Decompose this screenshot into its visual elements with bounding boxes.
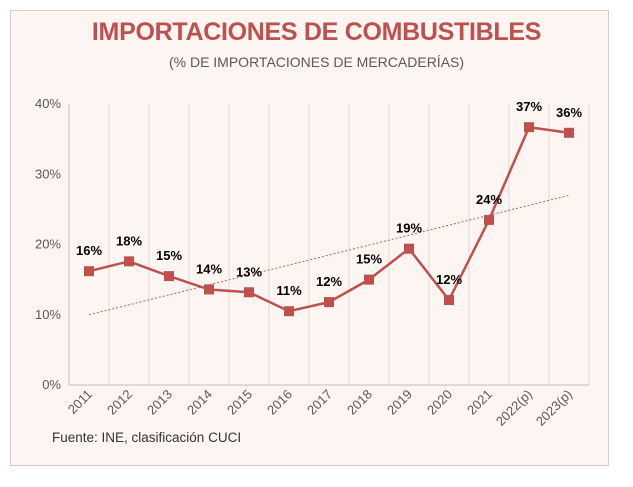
data-label: 37% <box>516 99 542 114</box>
data-label: 11% <box>276 283 302 298</box>
data-point <box>404 243 414 254</box>
x-tick-label: 2020 <box>424 387 455 418</box>
data-label: 18% <box>116 233 142 248</box>
chart-title: IMPORTACIONES DE COMBUSTIBLES <box>91 18 542 46</box>
y-tick-label: 10% <box>35 307 61 322</box>
x-tick-label: 2021 <box>464 387 495 418</box>
x-tick-label: 2019 <box>384 387 415 418</box>
x-tick-label: 2017 <box>304 387 335 418</box>
data-label: 12% <box>316 274 342 289</box>
data-label: 15% <box>356 252 382 267</box>
x-tick-label: 2015 <box>224 387 255 418</box>
data-label: 15% <box>156 248 182 263</box>
data-point <box>244 287 254 298</box>
data-label: 14% <box>196 261 222 276</box>
x-tick-label: 2011 <box>65 387 95 417</box>
x-tick-label: 2012 <box>104 387 135 418</box>
chart-subtitle: (% DE IMPORTACIONES DE MERCADERÍAS) <box>168 54 465 70</box>
data-point <box>164 271 174 282</box>
data-label: 24% <box>476 192 502 207</box>
x-tick-label: 2013 <box>144 387 175 418</box>
data-label: 12% <box>436 272 462 287</box>
chart-source: Fuente: INE, clasificación CUCI <box>52 430 242 445</box>
data-point <box>484 214 494 225</box>
data-point <box>564 127 574 138</box>
data-point <box>84 266 94 277</box>
data-point <box>124 256 134 267</box>
y-tick-label: 0% <box>42 377 61 392</box>
y-tick-label: 40% <box>35 96 61 111</box>
data-point <box>524 122 534 133</box>
x-tick-label: 2016 <box>264 387 295 418</box>
data-point <box>324 297 334 308</box>
data-label: 13% <box>236 264 262 279</box>
y-tick-label: 20% <box>35 237 61 252</box>
y-tick-label: 30% <box>35 166 61 181</box>
data-label: 36% <box>556 105 582 120</box>
data-point <box>284 306 294 317</box>
x-tick-label: 2023(p) <box>533 387 575 429</box>
data-label: 19% <box>396 221 422 236</box>
x-tick-label: 2014 <box>184 387 215 418</box>
data-point <box>444 294 454 305</box>
data-point <box>364 274 374 285</box>
data-label: 16% <box>76 243 102 258</box>
x-tick-label: 2022(p) <box>493 387 535 429</box>
data-point <box>204 284 214 295</box>
x-tick-label: 2018 <box>344 387 375 418</box>
